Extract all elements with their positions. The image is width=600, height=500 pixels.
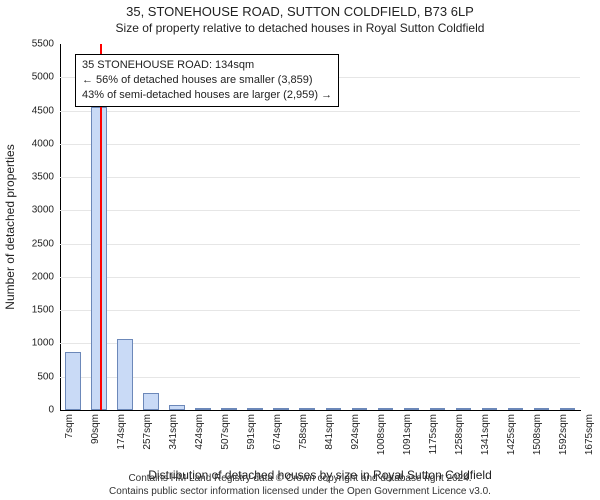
gridline — [60, 210, 580, 211]
y-tick-label: 3000 — [32, 205, 60, 216]
gridline — [60, 144, 580, 145]
footer-line-1: Contains HM Land Registry data © Crown c… — [0, 472, 600, 485]
y-tick-label: 5000 — [32, 72, 60, 83]
x-tick-label: 174sqm — [116, 410, 127, 450]
gridline — [60, 310, 580, 311]
y-tick-label: 4000 — [32, 138, 60, 149]
property-callout: 35 STONEHOUSE ROAD: 134sqm← 56% of detac… — [75, 54, 339, 107]
histogram-bar — [65, 352, 81, 410]
x-tick-label: 758sqm — [298, 410, 309, 450]
x-tick-label: 841sqm — [324, 410, 335, 450]
x-tick-label: 90sqm — [90, 410, 101, 444]
x-tick-label: 507sqm — [220, 410, 231, 450]
callout-line: ← 56% of detached houses are smaller (3,… — [82, 73, 332, 88]
page-title: 35, STONEHOUSE ROAD, SUTTON COLDFIELD, B… — [0, 0, 600, 19]
gridline — [60, 343, 580, 344]
x-tick-label: 1341sqm — [480, 410, 491, 455]
gridline — [60, 277, 580, 278]
y-tick-label: 500 — [37, 371, 60, 382]
y-tick-label: 3500 — [32, 172, 60, 183]
page-subtitle: Size of property relative to detached ho… — [0, 19, 600, 35]
y-tick-label: 4500 — [32, 105, 60, 116]
x-tick-label: 1425sqm — [506, 410, 517, 455]
y-tick-label: 2000 — [32, 271, 60, 282]
x-tick-label: 1592sqm — [558, 410, 569, 455]
gridline — [60, 111, 580, 112]
x-tick-label: 1175sqm — [428, 410, 439, 454]
x-tick-label: 1008sqm — [376, 410, 387, 455]
callout-line: 35 STONEHOUSE ROAD: 134sqm — [82, 58, 332, 73]
x-tick-label: 1258sqm — [454, 410, 465, 455]
gridline — [60, 377, 580, 378]
x-tick-label: 591sqm — [246, 410, 257, 450]
y-tick-label: 1000 — [32, 338, 60, 349]
y-tick-label: 1500 — [32, 305, 60, 316]
x-tick-label: 1508sqm — [532, 410, 543, 455]
histogram-bar — [117, 339, 133, 410]
x-tick-label: 424sqm — [194, 410, 205, 450]
chart-plot-area: Distribution of detached houses by size … — [60, 44, 580, 410]
gridline — [60, 177, 580, 178]
x-tick-label: 1091sqm — [402, 410, 413, 455]
y-tick-label: 0 — [48, 405, 60, 416]
y-tick-label: 2500 — [32, 238, 60, 249]
callout-line: 43% of semi-detached houses are larger (… — [82, 88, 332, 103]
x-tick-label: 1675sqm — [584, 410, 595, 455]
x-tick-label: 7sqm — [64, 410, 75, 438]
gridline — [60, 244, 580, 245]
x-tick-label: 674sqm — [272, 410, 283, 450]
x-tick-label: 257sqm — [142, 410, 153, 450]
footer-line-2: Contains public sector information licen… — [0, 485, 600, 498]
x-tick-label: 341sqm — [168, 410, 179, 450]
y-tick-label: 5500 — [32, 39, 60, 50]
y-axis-label: Number of detached properties — [3, 144, 17, 309]
x-tick-label: 924sqm — [350, 410, 361, 450]
attribution-footer: Contains HM Land Registry data © Crown c… — [0, 472, 600, 498]
histogram-bar — [143, 393, 159, 410]
y-axis-label-wrap: Number of detached properties — [0, 44, 20, 410]
